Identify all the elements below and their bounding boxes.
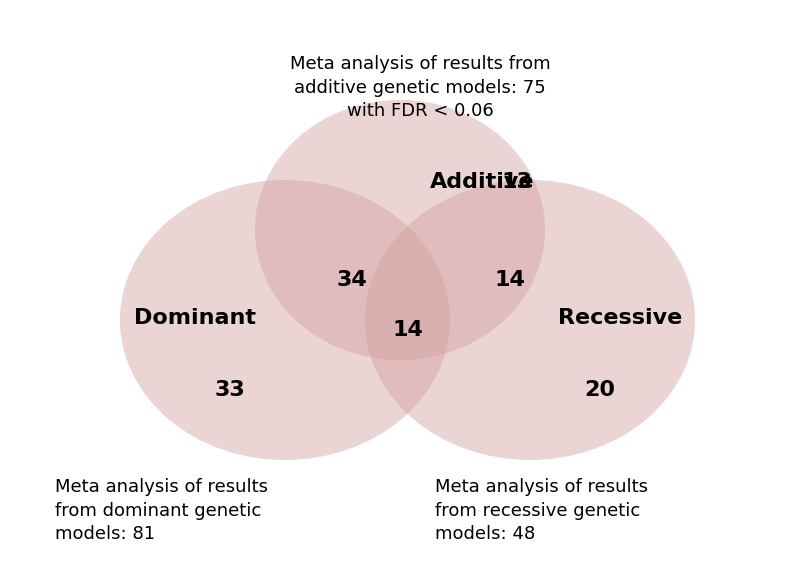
Ellipse shape (120, 180, 450, 460)
Text: 14: 14 (494, 270, 526, 290)
Text: Meta analysis of results
from recessive genetic
models: 48: Meta analysis of results from recessive … (435, 478, 648, 543)
Text: Dominant: Dominant (134, 308, 256, 328)
Text: 33: 33 (214, 380, 246, 400)
Text: 14: 14 (393, 320, 423, 340)
Text: 13: 13 (502, 172, 533, 192)
Text: Additive: Additive (430, 172, 534, 192)
Text: 20: 20 (585, 380, 615, 400)
Ellipse shape (365, 180, 695, 460)
Text: 34: 34 (337, 270, 367, 290)
Text: Meta analysis of results
from dominant genetic
models: 81: Meta analysis of results from dominant g… (55, 478, 268, 543)
Text: Recessive: Recessive (558, 308, 682, 328)
Text: Meta analysis of results from
additive genetic models: 75
with FDR < 0.06: Meta analysis of results from additive g… (290, 55, 550, 120)
Ellipse shape (255, 100, 545, 360)
